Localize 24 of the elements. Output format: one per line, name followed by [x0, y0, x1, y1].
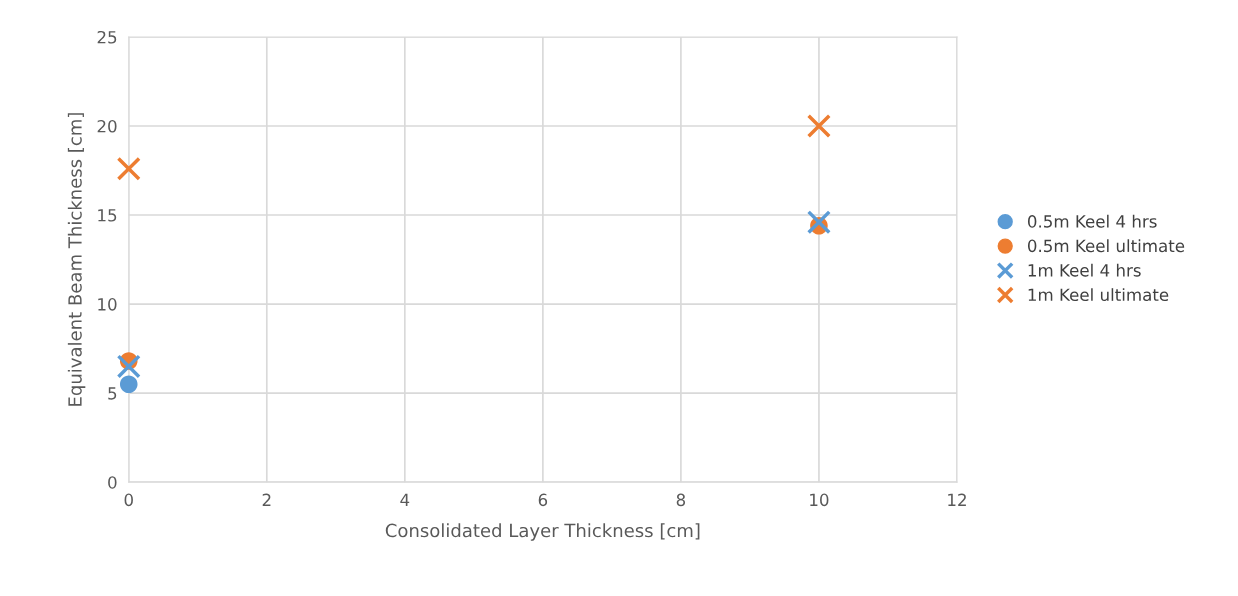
x-tick-label: 10 [810, 493, 829, 507]
legend-label: 0.5m Keel ultimate [1027, 239, 1185, 253]
point [806, 210, 831, 235]
x-axis-title: Consolidated Layer Thickness [cm] [385, 523, 700, 541]
x-tick-label: 4 [400, 493, 410, 506]
x-tick-label: 6 [538, 493, 548, 507]
y-tick-label: 25 [97, 30, 117, 44]
point [119, 375, 138, 393]
legend-label: 1m Keel ultimate [1028, 288, 1169, 302]
y-tick-label: 0 [108, 476, 117, 489]
y-tick-label: 15 [98, 209, 117, 222]
point [116, 156, 141, 181]
x-tick-label: 2 [262, 493, 271, 506]
legend-label: 0.5m Keel 4 hrs [1027, 214, 1157, 228]
x-tick-label: 8 [676, 493, 686, 507]
x-tick-label: 0 [124, 493, 133, 507]
y-tick-label: 20 [97, 119, 117, 133]
point [806, 113, 831, 139]
x-tick-label: 12 [948, 493, 966, 506]
y-tick-label: 5 [108, 387, 117, 400]
point [116, 354, 141, 379]
y-tick-label: 10 [98, 298, 117, 311]
legend-label: 1m Keel 4 hrs [1028, 263, 1141, 277]
y-axis-title: Equivalent Beam Thickness [cm] [67, 113, 86, 406]
